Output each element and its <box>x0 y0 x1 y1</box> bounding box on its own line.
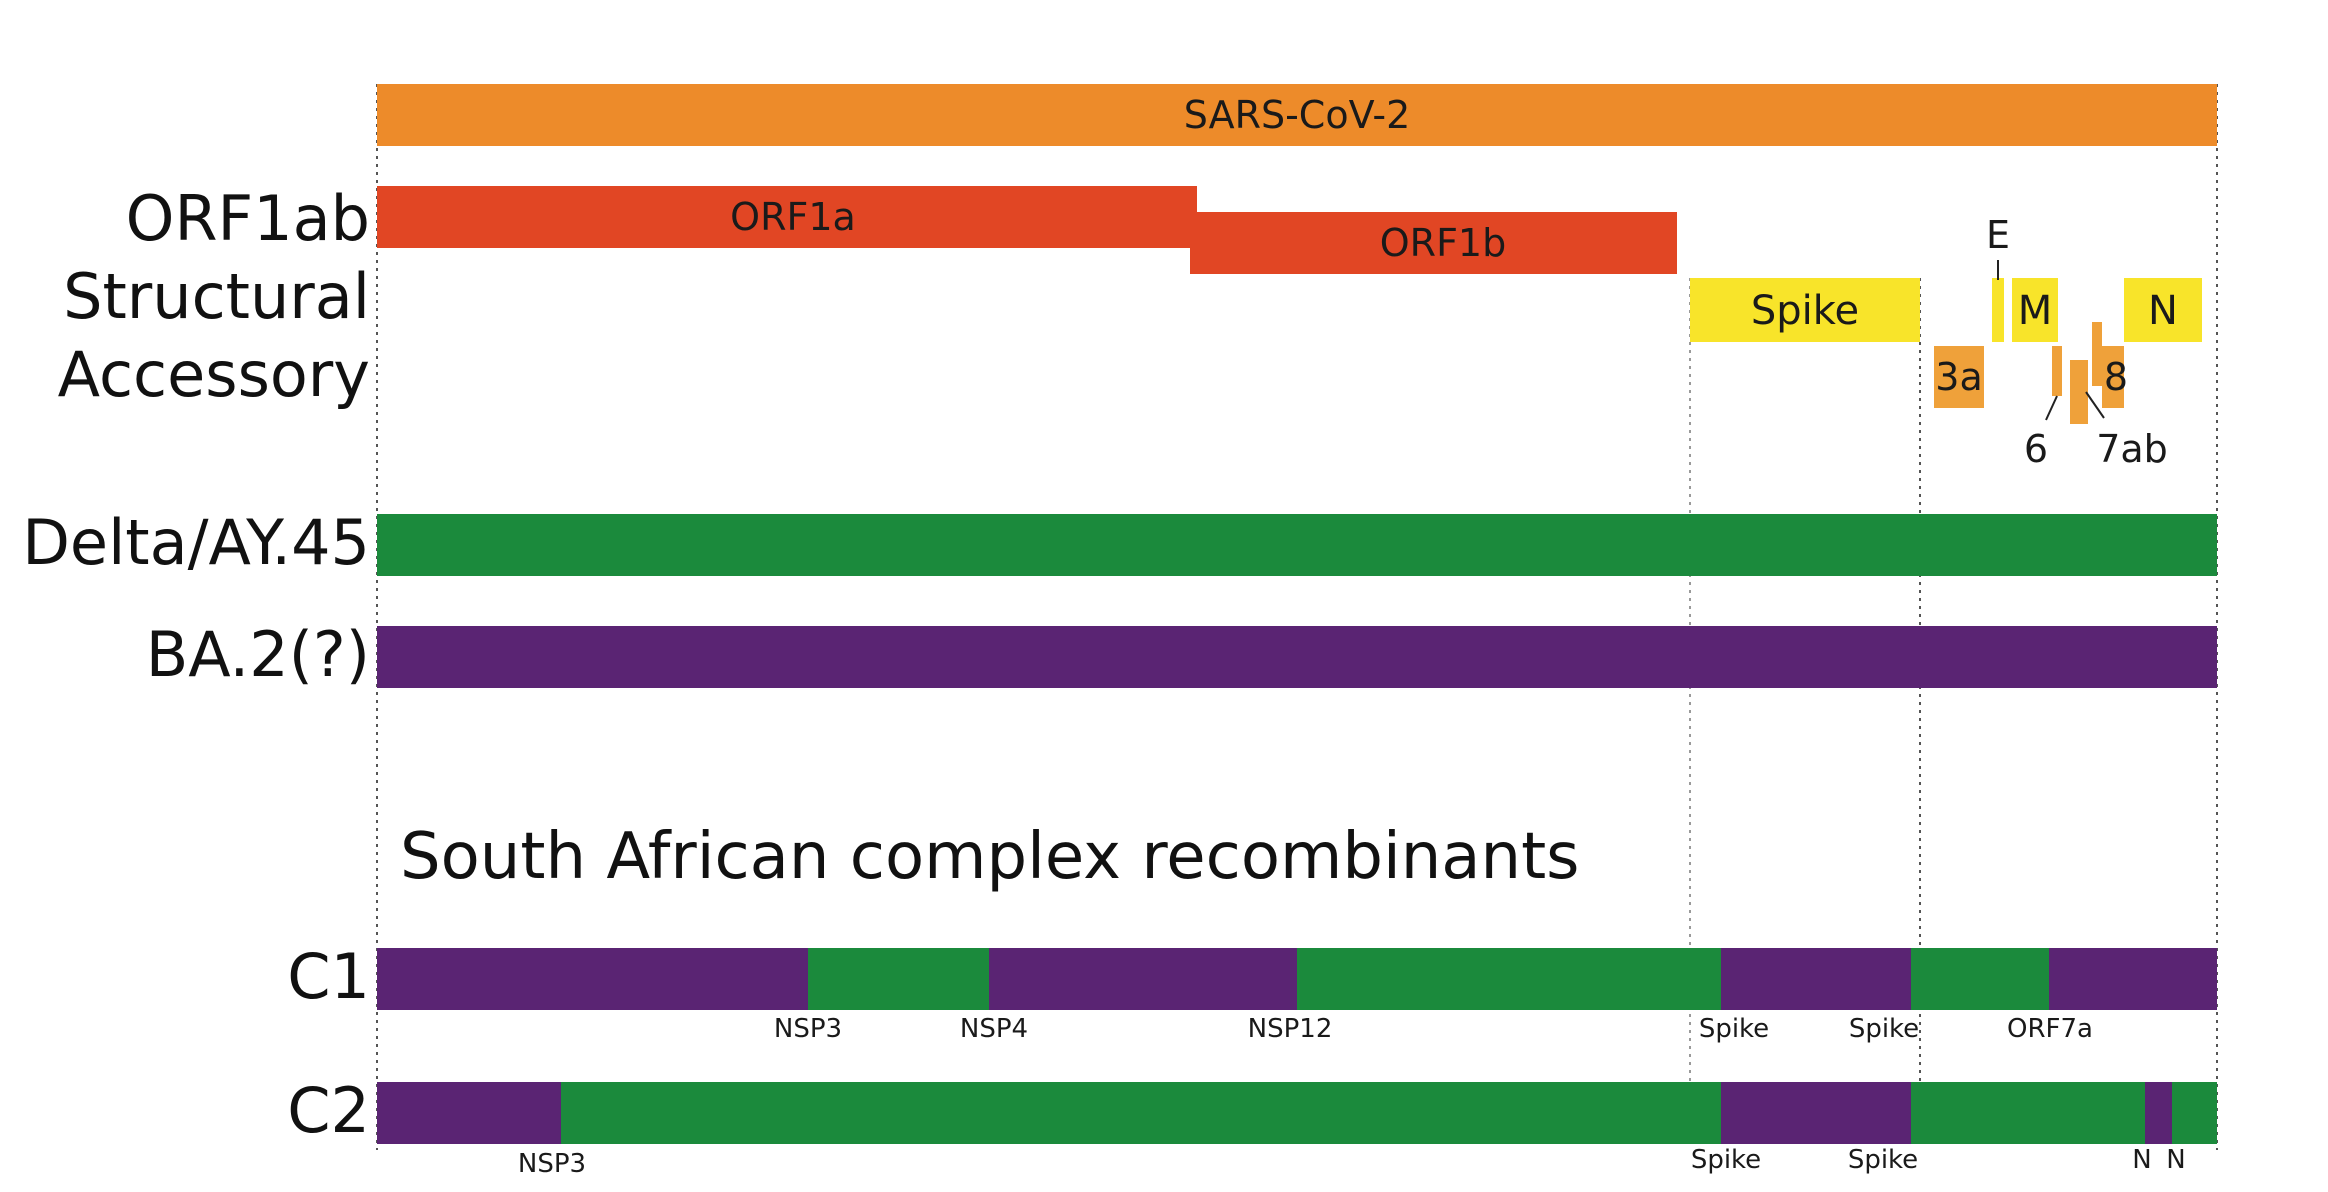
orf1b-label: ORF1b <box>1380 221 1506 265</box>
orf6-gene-pointer <box>2045 395 2058 421</box>
orf7a-gene-bar <box>2070 360 2088 424</box>
row-label-accessory: Accessory <box>58 338 370 411</box>
c2-segment-ba2 <box>1721 1082 1913 1144</box>
spike-gene-bar <box>1690 278 1920 342</box>
c1-segment-ba2 <box>2049 948 2217 1010</box>
orf8-gene-bar <box>2102 346 2124 408</box>
c2-segment-delta <box>561 1082 1723 1144</box>
c1-segment-delta <box>1297 948 1723 1010</box>
orf1a-label: ORF1a <box>730 195 856 239</box>
row-label-c2: C2 <box>287 1074 370 1147</box>
ba2-lineage-bar <box>377 626 2217 688</box>
e-gene-label: E <box>1986 213 2010 257</box>
orf1b-bar <box>1190 212 1677 274</box>
c1-breakpoint-label: Spike <box>1699 1014 1769 1044</box>
e-gene-bar <box>1992 278 2004 342</box>
row-label-c1: C1 <box>287 940 370 1013</box>
c1-segment-ba2 <box>377 948 810 1010</box>
row-label-structural: Structural <box>63 260 370 333</box>
orf6-gene-label: 6 <box>2024 427 2048 471</box>
c1-segment-delta <box>1911 948 2051 1010</box>
c1-breakpoint-label: Spike <box>1849 1014 1919 1044</box>
orf7ab-gene-label: 7ab <box>2096 427 2168 471</box>
c1-segment-ba2 <box>1721 948 1913 1010</box>
c2-segment-ba2 <box>377 1082 563 1144</box>
c2-breakpoint-label: NSP3 <box>518 1149 586 1179</box>
c1-breakpoint-label: NSP4 <box>960 1014 1028 1044</box>
orf1a-bar <box>377 186 1197 248</box>
section-title: South African complex recombinants <box>400 820 1580 894</box>
m-gene-bar <box>2012 278 2058 342</box>
c2-segment-ba2 <box>2145 1082 2174 1144</box>
c1-segment-ba2 <box>989 948 1299 1010</box>
c1-segment-delta <box>808 948 991 1010</box>
sars-cov-2-label: SARS-CoV-2 <box>1184 93 1411 137</box>
c2-breakpoint-label: N <box>2132 1145 2151 1175</box>
orf6-gene-bar <box>2052 346 2062 396</box>
c2-breakpoint-label: N <box>2166 1145 2185 1175</box>
delta-lineage-bar <box>377 514 2217 576</box>
c2-segment-delta <box>1911 1082 2147 1144</box>
c1-breakpoint-label: NSP12 <box>1248 1014 1333 1044</box>
n-gene-label: N <box>2148 288 2178 334</box>
c1-breakpoint-label: ORF7a <box>2007 1014 2093 1044</box>
orf7b-gene-bar <box>2092 322 2102 386</box>
m-gene-label: M <box>2018 288 2053 334</box>
orf7ab-gene-pointer <box>2085 391 2105 419</box>
spike-gene-label: Spike <box>1751 288 1859 334</box>
row-label-orf1ab: ORF1ab <box>126 182 370 255</box>
c2-segment-delta <box>2172 1082 2217 1144</box>
sars-cov-2-genome-bar <box>377 84 2217 146</box>
row-label-ba2: BA.2(?) <box>146 618 370 691</box>
c2-breakpoint-label: Spike <box>1848 1145 1918 1175</box>
orf8-gene-label: 8 <box>2104 355 2128 399</box>
n-gene-bar <box>2124 278 2202 342</box>
row-label-delta: Delta/AY.45 <box>22 506 370 579</box>
c2-breakpoint-label: Spike <box>1691 1145 1761 1175</box>
orf3a-gene-label: 3a <box>1935 355 1982 399</box>
c1-breakpoint-label: NSP3 <box>774 1014 842 1044</box>
orf3a-gene-bar <box>1934 346 1984 408</box>
